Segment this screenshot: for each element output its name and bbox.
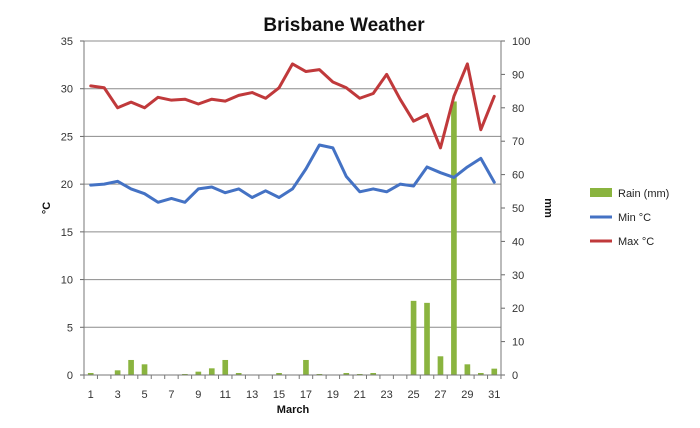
rain-bar xyxy=(316,373,323,375)
rain-bar xyxy=(464,364,471,375)
rain-bar xyxy=(356,373,363,375)
y-right-tick-label: 100 xyxy=(512,36,530,48)
rain-bar xyxy=(477,372,484,375)
rain-bar xyxy=(128,359,134,375)
gridlines xyxy=(84,40,501,328)
axes xyxy=(80,40,505,379)
y-left-tick-label: 20 xyxy=(61,179,73,191)
rain-bar xyxy=(410,300,417,375)
rain-bar xyxy=(303,359,309,375)
max-temp-line xyxy=(89,62,496,150)
x-tick-label: 21 xyxy=(354,389,366,401)
y-right-tick-label: 0 xyxy=(512,370,518,382)
x-tick-label: 3 xyxy=(115,389,121,401)
rain-bar xyxy=(343,372,350,375)
legend-label: Rain (mm) xyxy=(618,188,669,200)
x-tick-label: 15 xyxy=(273,389,285,401)
rain-bar xyxy=(87,372,94,375)
rain-bar xyxy=(491,368,498,375)
x-tick-label: 31 xyxy=(488,389,500,401)
y-left-tick-label: 0 xyxy=(67,370,73,382)
y-right-tick-label: 10 xyxy=(512,337,524,349)
rain-bar xyxy=(114,370,121,375)
y-right-tick-label: 70 xyxy=(512,136,524,148)
x-tick-label: 5 xyxy=(141,389,147,401)
legend-label: Max °C xyxy=(618,236,654,248)
y-axis-left-label: °C xyxy=(41,202,53,214)
x-axis-label: March xyxy=(277,404,310,416)
legend: Rain (mm) Min °C Max °C xyxy=(590,188,669,248)
chart-title: Brisbane Weather xyxy=(263,15,425,36)
x-tick-label: 23 xyxy=(381,389,393,401)
rain-bars xyxy=(87,101,498,375)
y-right-tick-label: 60 xyxy=(512,170,524,182)
x-tick-label: 19 xyxy=(327,389,339,401)
legend-label: Min °C xyxy=(618,212,651,224)
rain-bar xyxy=(424,302,430,375)
x-tick-label: 9 xyxy=(195,389,201,401)
y-left-tick-label: 35 xyxy=(61,36,73,48)
rain-bar xyxy=(437,356,444,375)
y-right-tick-label: 80 xyxy=(512,103,524,115)
rain-bar xyxy=(370,372,377,375)
y-right-tick-label: 20 xyxy=(512,303,524,315)
rain-bar xyxy=(182,373,188,375)
y-left-tick-label: 5 xyxy=(67,322,73,334)
y-right-tick-label: 40 xyxy=(512,236,524,248)
temperature-lines xyxy=(89,62,496,204)
x-tick-label: 27 xyxy=(434,389,446,401)
x-tick-label: 1 xyxy=(88,389,94,401)
x-tick-label: 25 xyxy=(407,389,419,401)
x-tick-label: 13 xyxy=(246,389,258,401)
x-tick-label: 11 xyxy=(220,389,231,401)
y-left-tick-label: 25 xyxy=(61,131,73,143)
rain-bar xyxy=(235,372,242,375)
y-left-tick-label: 15 xyxy=(61,227,73,239)
y-left-tick-label: 30 xyxy=(61,84,73,96)
rain-bar xyxy=(222,359,229,375)
y-right-tick-label: 90 xyxy=(512,69,524,81)
y-axis-right-label: mm xyxy=(542,198,554,218)
y-left-tick-label: 10 xyxy=(61,275,73,287)
x-tick-label: 29 xyxy=(461,389,473,401)
x-tick-label: 7 xyxy=(168,389,174,401)
rain-bar xyxy=(195,371,202,375)
rain-bar xyxy=(141,364,148,375)
y-right-tick-label: 30 xyxy=(512,270,524,282)
legend-rain-swatch xyxy=(590,188,612,197)
rain-bar xyxy=(451,101,457,375)
x-tick-label: 17 xyxy=(300,389,312,401)
rain-bar xyxy=(276,372,282,375)
min-temp-line xyxy=(89,143,496,204)
y-right-tick-label: 50 xyxy=(512,203,524,215)
rain-bar xyxy=(208,368,215,375)
